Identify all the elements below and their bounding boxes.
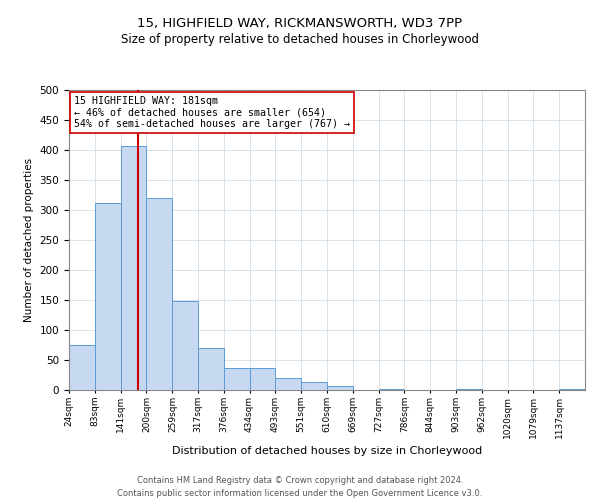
X-axis label: Distribution of detached houses by size in Chorleywood: Distribution of detached houses by size …: [172, 446, 482, 456]
Bar: [379, 389, 404, 390]
Bar: [69, 345, 95, 390]
Bar: [224, 368, 250, 390]
Bar: [172, 301, 198, 390]
Bar: [250, 368, 275, 390]
Bar: [456, 389, 482, 390]
Y-axis label: Number of detached properties: Number of detached properties: [24, 158, 34, 322]
Bar: [559, 389, 585, 390]
Bar: [301, 382, 327, 390]
Text: 15, HIGHFIELD WAY, RICKMANSWORTH, WD3 7PP: 15, HIGHFIELD WAY, RICKMANSWORTH, WD3 7P…: [137, 18, 463, 30]
Bar: [275, 378, 301, 390]
Bar: [95, 204, 121, 390]
Text: Contains HM Land Registry data © Crown copyright and database right 2024.
Contai: Contains HM Land Registry data © Crown c…: [118, 476, 482, 498]
Bar: [327, 386, 353, 390]
Bar: [146, 198, 172, 390]
Bar: [198, 348, 224, 390]
Bar: [121, 146, 146, 390]
Text: 15 HIGHFIELD WAY: 181sqm
← 46% of detached houses are smaller (654)
54% of semi-: 15 HIGHFIELD WAY: 181sqm ← 46% of detach…: [74, 96, 350, 129]
Text: Size of property relative to detached houses in Chorleywood: Size of property relative to detached ho…: [121, 32, 479, 46]
